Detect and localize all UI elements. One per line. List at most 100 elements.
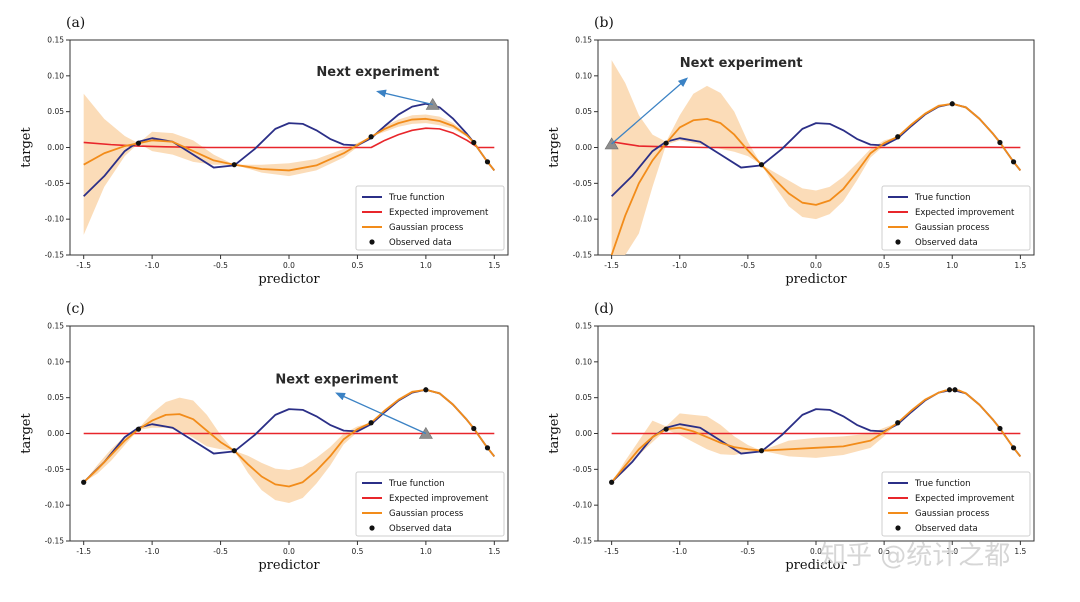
y-tick-label: 0.05	[575, 107, 592, 116]
y-tick-label: -0.05	[45, 179, 65, 188]
observed-point	[949, 101, 955, 107]
observed-point	[758, 448, 765, 454]
panel-c: (c) -1.5 -1.0 -0.5 0.0 0.5 1.0 1.5 -0.15 -0.10 -0.…	[19, 301, 509, 573]
watermark: 知乎 @统计之都	[820, 541, 1010, 571]
legend-label-observed-data: Observed data	[915, 238, 978, 248]
confidence-band	[83, 93, 495, 235]
y-axis-label: target	[19, 127, 34, 168]
y-tick-label: -0.10	[45, 215, 65, 224]
observed-point	[471, 425, 477, 432]
legend-box	[881, 185, 1031, 251]
observed-point	[997, 425, 1003, 432]
legend-label-gaussian-process: Gaussian process	[389, 509, 464, 519]
observed-point	[609, 479, 615, 485]
series-expected-improvement	[611, 140, 1021, 149]
x-tick-label: -1.5	[604, 547, 619, 556]
x-tick-label: 0.5	[351, 547, 363, 556]
observed-point	[368, 420, 374, 426]
panel-label: (c)	[66, 301, 85, 317]
y-tick-label: 0.10	[575, 357, 592, 366]
x-tick-label: 0.5	[351, 261, 363, 270]
y-tick-label: -0.10	[573, 215, 593, 224]
series-gaussian-process	[610, 388, 1022, 483]
plot-content	[610, 60, 1022, 255]
legend-label-observed-data: Observed data	[389, 524, 452, 534]
x-tick-label: -0.5	[741, 547, 756, 556]
y-tick-label: 0.05	[47, 107, 64, 116]
x-tick-label: -1.5	[76, 547, 91, 556]
x-tick-label: 0.0	[810, 261, 822, 270]
legend-label-true-function: True function	[914, 193, 970, 203]
observed-point	[135, 426, 142, 432]
panel-label: (b)	[594, 15, 614, 31]
series-gaussian-process	[83, 117, 496, 172]
legend-box	[355, 185, 505, 251]
x-tick-label: 0.0	[283, 261, 295, 270]
legend-label-true-function: True function	[388, 479, 444, 489]
confidence-band	[611, 389, 1021, 483]
y-tick-label: -0.15	[573, 251, 593, 260]
y-tick-label: 0.05	[47, 393, 64, 402]
plot-content	[83, 93, 496, 235]
next-experiment-arrow	[376, 89, 433, 106]
observed-point	[1010, 159, 1017, 165]
x-tick-label: 1.5	[488, 547, 500, 556]
observed-point	[471, 139, 477, 146]
y-tick-label: 0.00	[575, 143, 592, 152]
observed-point	[423, 387, 429, 393]
observed-point	[1010, 445, 1017, 451]
x-tick-label: -1.0	[145, 547, 160, 556]
legend-swatch-observed-data	[369, 239, 375, 245]
y-tick-label: 0.10	[47, 357, 64, 366]
legend-label-gaussian-process: Gaussian process	[389, 223, 464, 233]
x-tick-label: 0.0	[810, 547, 822, 556]
legend-label-gaussian-process: Gaussian process	[915, 509, 990, 519]
y-tick-label: 0.15	[575, 36, 592, 45]
x-axis-label: predictor	[785, 272, 847, 287]
observed-point	[231, 162, 237, 168]
observed-point	[946, 387, 953, 393]
panel-a: (a) -1.5 -1.0 -0.5 0.0 0.5 1.0 1.5 -0.15 -0.10 -0.…	[19, 15, 509, 287]
legend-swatch-observed-data	[369, 525, 375, 531]
x-axis-label: predictor	[258, 558, 320, 573]
x-axis-label: predictor	[258, 272, 320, 287]
y-tick-label: -0.15	[45, 251, 65, 260]
legend-swatch-observed-data	[895, 525, 901, 531]
x-tick-label: -1.0	[672, 547, 687, 556]
legend-label-expected-improvement: Expected improvement	[389, 208, 489, 218]
x-tick-label: 1.0	[946, 261, 958, 270]
legend-label-gaussian-process: Gaussian process	[915, 223, 990, 233]
y-tick-label: 0.00	[575, 429, 592, 438]
next-experiment-annotation: Next experiment	[604, 56, 803, 150]
x-tick-label: 1.5	[1014, 261, 1026, 270]
observed-point	[895, 134, 901, 140]
observed-point	[663, 140, 669, 146]
y-tick-label: 0.05	[575, 393, 592, 402]
x-tick-label: -1.0	[145, 261, 160, 270]
legend-label-true-function: True function	[914, 479, 970, 489]
panels: (a) -1.5 -1.0 -0.5 0.0 0.5 1.0 1.5 -0.15 -0.10 -0.…	[19, 15, 1035, 573]
x-tick-label: -0.5	[213, 547, 228, 556]
observed-point	[997, 139, 1003, 146]
legend-label-expected-improvement: Expected improvement	[915, 208, 1015, 218]
next-experiment-annotation: Next experiment	[275, 372, 433, 439]
y-axis-label: target	[547, 127, 562, 168]
next-experiment-arrow	[335, 392, 427, 435]
panel-b: (b) -1.5 -1.0 -0.5 0.0 0.5 1.0 1.5 -0.15 -0.10 -0.…	[547, 15, 1035, 287]
legend-box	[355, 471, 505, 537]
x-tick-label: 1.0	[946, 547, 958, 556]
legend-label-observed-data: Observed data	[915, 524, 978, 534]
x-axis-label: predictor	[785, 558, 847, 573]
legend: True function Expected improvement Gaussia…	[881, 471, 1031, 537]
x-tick-label: 0.5	[878, 261, 890, 270]
y-tick-label: 0.15	[47, 322, 64, 331]
x-tick-label: -1.0	[672, 261, 687, 270]
y-tick-label: 0.15	[47, 36, 64, 45]
legend-swatch-observed-data	[895, 239, 901, 245]
legend: True function Expected improvement Gaussia…	[355, 185, 505, 251]
x-tick-label: 0.5	[878, 547, 890, 556]
observed-point	[368, 134, 374, 140]
x-tick-label: 0.0	[283, 547, 295, 556]
legend-label-true-function: True function	[388, 193, 444, 203]
